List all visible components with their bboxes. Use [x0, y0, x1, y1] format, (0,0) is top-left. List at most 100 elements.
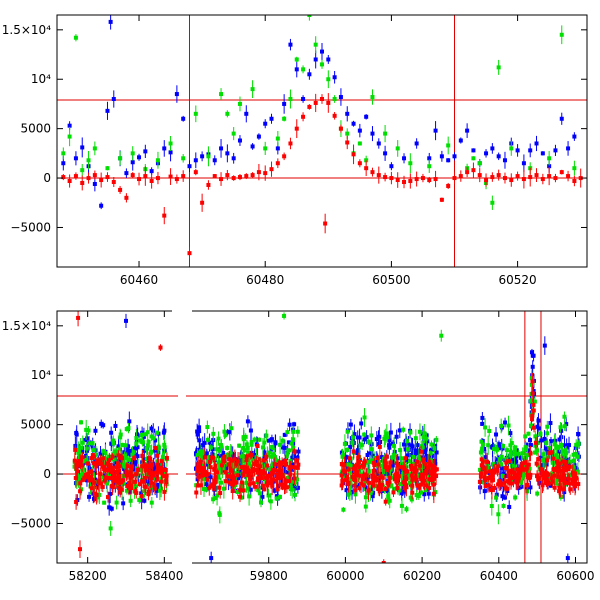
data-point: [434, 473, 439, 478]
data-point: [262, 471, 267, 476]
data-point: [91, 448, 96, 453]
data-point: [84, 427, 89, 432]
data-point: [391, 441, 396, 446]
data-point: [538, 432, 543, 437]
data-point: [80, 145, 85, 150]
data-point: [500, 473, 505, 478]
data-point: [215, 470, 220, 475]
data-point: [383, 131, 388, 136]
data-point: [346, 462, 351, 467]
data-point: [425, 439, 430, 444]
data-point: [561, 487, 566, 492]
data-point: [187, 164, 192, 169]
data-point: [269, 454, 274, 459]
data-point: [156, 466, 161, 471]
data-point: [380, 482, 385, 487]
data-point: [247, 471, 252, 476]
data-point: [99, 178, 104, 183]
data-point: [414, 141, 419, 146]
data-point: [125, 484, 130, 489]
data-point: [499, 482, 504, 487]
data-point: [221, 450, 226, 455]
data-point: [269, 167, 274, 172]
data-point: [196, 462, 201, 467]
data-point: [426, 491, 431, 496]
data-point: [402, 485, 407, 490]
data-point: [124, 195, 129, 200]
data-point: [568, 459, 573, 464]
data-point: [359, 472, 364, 477]
data-point: [345, 131, 350, 136]
data-point: [253, 484, 258, 489]
data-point: [237, 138, 242, 143]
data-point: [280, 485, 285, 490]
data-point: [543, 470, 548, 475]
data-point: [87, 494, 92, 499]
data-point: [242, 448, 247, 453]
data-point: [570, 481, 575, 486]
data-point: [221, 486, 226, 491]
data-point: [458, 138, 463, 143]
data-point: [559, 32, 564, 37]
data-point: [288, 459, 293, 464]
data-point: [223, 433, 228, 438]
data-point: [125, 472, 130, 477]
data-point: [384, 431, 389, 436]
data-point: [268, 499, 273, 504]
data-point: [378, 474, 383, 479]
data-point: [523, 460, 528, 465]
data-point: [433, 461, 438, 466]
data-point: [84, 457, 89, 462]
data-point: [258, 473, 263, 478]
data-point: [377, 442, 382, 447]
data-point: [429, 447, 434, 452]
data-point: [558, 468, 563, 473]
data-point: [354, 469, 359, 474]
data-point: [501, 503, 506, 508]
data-point: [383, 486, 388, 491]
data-point: [507, 459, 512, 464]
data-point: [143, 475, 148, 480]
data-point: [227, 457, 232, 462]
data-point: [395, 146, 400, 151]
data-point: [274, 496, 279, 501]
data-point: [509, 178, 514, 183]
data-point: [480, 459, 485, 464]
data-point: [405, 447, 410, 452]
data-point: [96, 461, 101, 466]
data-point: [313, 42, 318, 47]
data-point: [280, 472, 285, 477]
data-point: [404, 464, 409, 469]
data-point: [243, 434, 248, 439]
data-point: [120, 456, 125, 461]
data-point: [157, 482, 162, 487]
data-point: [258, 500, 263, 505]
data-point: [396, 474, 401, 479]
data-point: [369, 447, 374, 452]
data-point: [127, 419, 132, 424]
data-point: [523, 434, 528, 439]
data-point: [146, 489, 151, 494]
data-point: [419, 477, 424, 482]
data-point: [484, 151, 489, 156]
data-point: [261, 469, 266, 474]
data-point: [132, 462, 137, 467]
data-point: [124, 488, 129, 493]
data-point: [486, 443, 491, 448]
data-point: [144, 456, 149, 461]
data-point: [260, 445, 265, 450]
data-point: [139, 479, 144, 484]
data-point: [434, 437, 439, 442]
data-point: [287, 479, 292, 484]
data-point: [576, 431, 581, 436]
data-point: [534, 461, 539, 466]
data-point: [395, 486, 400, 491]
data-point: [138, 438, 143, 443]
data-point: [533, 443, 538, 448]
data-point: [289, 441, 294, 446]
data-point: [548, 483, 553, 488]
data-point: [258, 464, 263, 469]
data-point: [509, 441, 514, 446]
data-point: [431, 482, 436, 487]
data-point: [247, 494, 252, 499]
